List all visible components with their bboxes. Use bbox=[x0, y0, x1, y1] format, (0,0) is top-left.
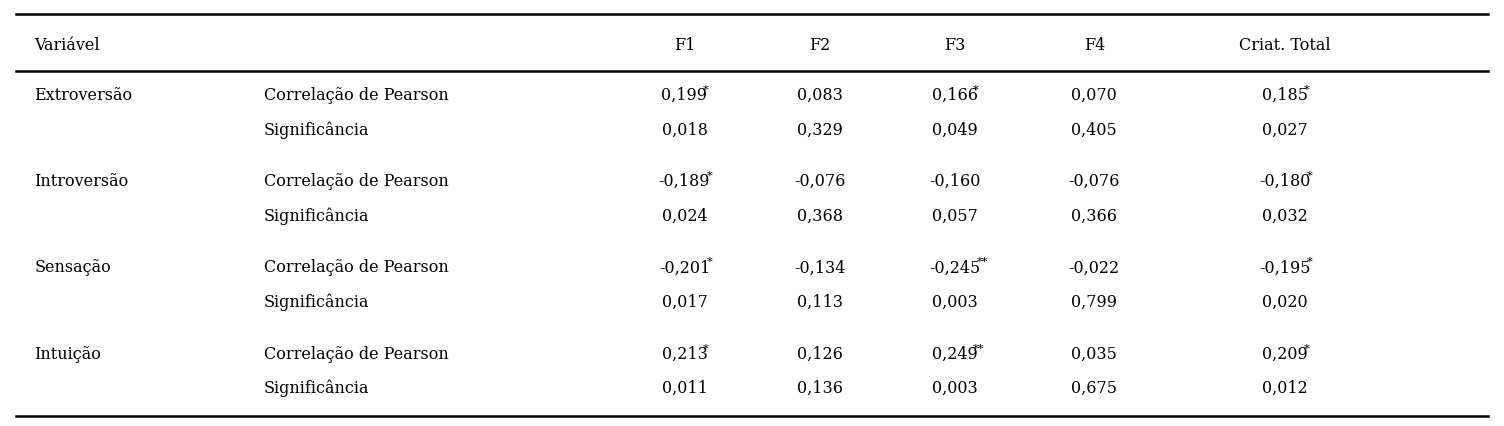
Text: 0,012: 0,012 bbox=[1262, 380, 1308, 397]
Text: Significância: Significância bbox=[265, 294, 370, 311]
Text: 0,083: 0,083 bbox=[797, 87, 842, 104]
Text: 0,049: 0,049 bbox=[932, 121, 978, 138]
Text: F3: F3 bbox=[945, 37, 966, 55]
Text: 0,027: 0,027 bbox=[1262, 121, 1308, 138]
Text: Significância: Significância bbox=[265, 207, 370, 225]
Text: Correlação de Pearson: Correlação de Pearson bbox=[265, 345, 448, 363]
Text: Intuição: Intuição bbox=[35, 345, 101, 363]
Text: 0,020: 0,020 bbox=[1262, 294, 1308, 311]
Text: 0,799: 0,799 bbox=[1071, 294, 1117, 311]
Text: *: * bbox=[1304, 85, 1310, 95]
Text: 0,329: 0,329 bbox=[797, 121, 842, 138]
Text: -0,076: -0,076 bbox=[794, 173, 845, 190]
Text: 0,185: 0,185 bbox=[1262, 87, 1308, 104]
Text: Correlação de Pearson: Correlação de Pearson bbox=[265, 173, 448, 190]
Text: 0,213: 0,213 bbox=[662, 345, 707, 363]
Text: 0,024: 0,024 bbox=[662, 207, 707, 225]
Text: *: * bbox=[1307, 171, 1313, 181]
Text: 0,035: 0,035 bbox=[1071, 345, 1117, 363]
Text: 0,032: 0,032 bbox=[1262, 207, 1308, 225]
Text: *: * bbox=[702, 85, 708, 95]
Text: -0,180: -0,180 bbox=[1259, 173, 1310, 190]
Text: Sensação: Sensação bbox=[35, 259, 111, 276]
Text: F4: F4 bbox=[1084, 37, 1105, 55]
Text: **: ** bbox=[973, 343, 985, 354]
Text: -0,022: -0,022 bbox=[1069, 259, 1120, 276]
Text: 0,126: 0,126 bbox=[797, 345, 842, 363]
Text: 0,070: 0,070 bbox=[1071, 87, 1117, 104]
Text: 0,249: 0,249 bbox=[932, 345, 978, 363]
Text: *: * bbox=[707, 171, 713, 181]
Text: 0,018: 0,018 bbox=[662, 121, 707, 138]
Text: 0,113: 0,113 bbox=[797, 294, 842, 311]
Text: Criat. Total: Criat. Total bbox=[1239, 37, 1331, 55]
Text: 0,003: 0,003 bbox=[932, 380, 978, 397]
Text: -0,201: -0,201 bbox=[659, 259, 710, 276]
Text: *: * bbox=[973, 85, 979, 95]
Text: 0,405: 0,405 bbox=[1071, 121, 1117, 138]
Text: **: ** bbox=[978, 257, 988, 267]
Text: -0,189: -0,189 bbox=[659, 173, 710, 190]
Text: *: * bbox=[707, 257, 713, 267]
Text: F1: F1 bbox=[674, 37, 695, 55]
Text: *: * bbox=[702, 343, 708, 354]
Text: Variável: Variável bbox=[35, 37, 101, 55]
Text: 0,166: 0,166 bbox=[931, 87, 978, 104]
Text: F2: F2 bbox=[809, 37, 830, 55]
Text: 0,136: 0,136 bbox=[797, 380, 842, 397]
Text: -0,076: -0,076 bbox=[1068, 173, 1120, 190]
Text: 0,017: 0,017 bbox=[662, 294, 707, 311]
Text: 0,003: 0,003 bbox=[932, 294, 978, 311]
Text: -0,160: -0,160 bbox=[929, 173, 981, 190]
Text: -0,195: -0,195 bbox=[1259, 259, 1310, 276]
Text: 0,368: 0,368 bbox=[797, 207, 842, 225]
Text: Correlação de Pearson: Correlação de Pearson bbox=[265, 259, 448, 276]
Text: -0,134: -0,134 bbox=[794, 259, 845, 276]
Text: -0,245: -0,245 bbox=[929, 259, 981, 276]
Text: Significância: Significância bbox=[265, 380, 370, 397]
Text: Correlação de Pearson: Correlação de Pearson bbox=[265, 87, 448, 104]
Text: 0,209: 0,209 bbox=[1262, 345, 1308, 363]
Text: 0,675: 0,675 bbox=[1071, 380, 1117, 397]
Text: 0,011: 0,011 bbox=[662, 380, 707, 397]
Text: Significância: Significância bbox=[265, 121, 370, 138]
Text: 0,057: 0,057 bbox=[931, 207, 978, 225]
Text: *: * bbox=[1307, 257, 1313, 267]
Text: Introversão: Introversão bbox=[35, 173, 129, 190]
Text: 0,366: 0,366 bbox=[1071, 207, 1117, 225]
Text: *: * bbox=[1304, 343, 1310, 354]
Text: Extroversão: Extroversão bbox=[35, 87, 132, 104]
Text: 0,199: 0,199 bbox=[662, 87, 707, 104]
